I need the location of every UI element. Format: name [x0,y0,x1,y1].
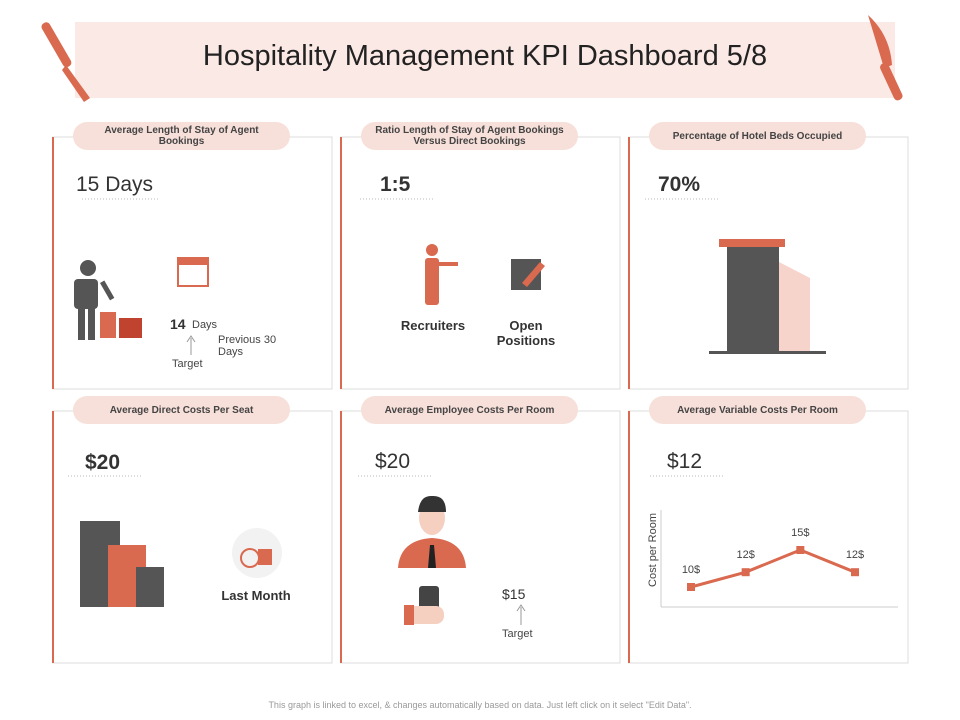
kpi-value: $12 [667,450,703,473]
suitcase [100,312,116,338]
kpi-value: 1:5 [380,173,411,196]
hotel-building [709,239,826,354]
calendar-icon [177,257,209,287]
panel-title: Average Length of Stay of Agent Bookings [73,122,290,150]
target-label: Target [172,358,203,370]
arrow-head [186,335,196,343]
kpi-value: $20 [85,451,121,474]
panel-title: Average Direct Costs Per Seat [73,396,290,424]
point [687,583,695,591]
line [690,548,856,589]
icon-label: Recruiters [400,318,466,333]
comparison: Previous 30 Days [218,334,277,358]
traveller-icon [74,260,115,340]
panel-title: Percentage of Hotel Beds Occupied [649,122,866,150]
panel-title: Ratio Length of Stay of Agent Bookings V… [361,122,578,150]
phone-icon [404,586,444,625]
icon-label: Open Positions [496,318,556,348]
data-label: 15$ [791,527,809,539]
kpi-value: 70% [658,173,701,196]
current-value: 14 [170,316,186,332]
kpi-underlines [68,198,725,477]
title: Hospitality Management KPI Dashboard 5/8 [202,40,768,72]
positions-icon [511,259,545,290]
recruiter-icon [425,244,458,305]
current-unit: Days [192,319,218,331]
data-label: 10$ [682,564,700,576]
bag [119,318,142,338]
caption: Last Month [221,588,291,603]
point [796,546,805,554]
kpi-value: 15 Days [76,173,154,196]
point [851,568,859,577]
knife-icon [868,15,903,101]
point [741,568,750,577]
panel-title: Average Variable Costs Per Room [649,396,866,424]
data-label: 12$ [736,549,754,561]
employee-icon [398,495,466,568]
footer: This graph is linked to excel, & changes… [268,700,692,710]
arrow-head [516,604,526,612]
panel-title: Average Employee Costs Per Room [361,396,578,424]
city-buildings [80,521,164,607]
data-label: 12$ [846,549,864,561]
coins-icon [232,528,282,578]
panel-accents [52,137,630,663]
kpi-value: $20 [375,450,411,473]
header-band [75,22,895,98]
target-value: $15 [502,586,526,602]
fork-icon [41,22,90,102]
target-label: Target [502,628,533,640]
y-axis-label: Cost per Room [647,513,659,587]
